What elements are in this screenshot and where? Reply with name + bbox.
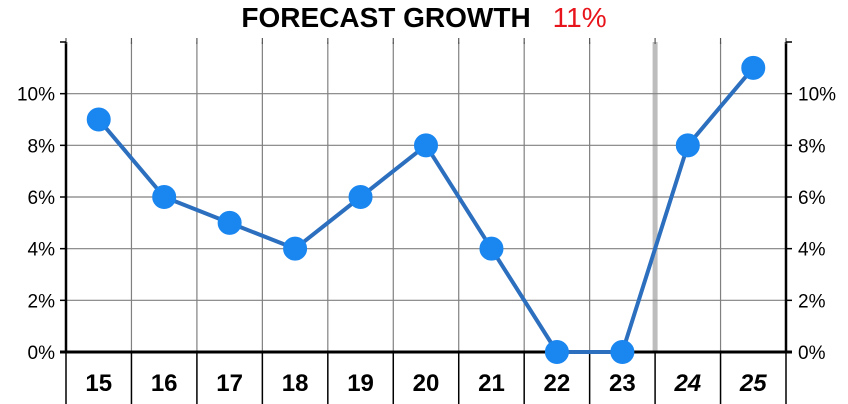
x-tick-label: 25 <box>739 370 767 397</box>
chart-title-value: 11% <box>553 2 607 33</box>
data-point <box>479 236 504 261</box>
y-tick-label-left: 0% <box>28 343 56 364</box>
data-point <box>348 185 373 209</box>
plot-frame <box>60 38 792 404</box>
y-axis-left: 0% 2% 4% 6% 8% 10% <box>17 41 66 364</box>
y-tick-label-right: 10% <box>798 85 836 106</box>
data-point <box>675 133 700 158</box>
data-point <box>610 340 635 364</box>
y-tick-label-right: 8% <box>798 136 826 157</box>
y-tick-label-right: 4% <box>798 240 826 261</box>
y-tick-label-left: 2% <box>28 291 56 312</box>
y-tick-label-left: 4% <box>28 240 56 261</box>
growth-series <box>86 55 766 364</box>
x-tick-label: 16 <box>151 370 178 397</box>
y-tick-label-right: 2% <box>798 291 826 312</box>
y-tick-label-right: 6% <box>798 188 826 209</box>
y-axis-right: 0% 2% 4% 6% 8% 10% <box>786 41 836 364</box>
x-tick-label: 17 <box>216 370 243 397</box>
x-tick-label: 24 <box>673 370 701 397</box>
x-tick-label: 22 <box>544 370 571 397</box>
data-point <box>741 55 766 80</box>
data-point <box>86 107 111 132</box>
data-point <box>414 133 438 158</box>
x-tick-label: 18 <box>282 370 309 397</box>
y-tick-label-left: 6% <box>28 188 56 209</box>
chart-title-text: FORECAST GROWTH <box>241 2 530 33</box>
x-tick-label: 15 <box>85 370 112 397</box>
x-axis: 15 16 17 18 19 20 21 22 23 24 25 <box>85 370 767 397</box>
x-tick-label: 21 <box>478 370 505 397</box>
x-tick-label: 19 <box>347 370 374 397</box>
y-tick-label-right: 0% <box>798 343 826 364</box>
data-point <box>217 210 242 235</box>
data-point <box>544 340 569 364</box>
data-point <box>152 185 177 209</box>
y-tick-label-left: 8% <box>28 136 56 157</box>
x-tick-label: 20 <box>413 370 440 397</box>
data-point <box>283 236 308 261</box>
y-tick-label-left: 10% <box>17 85 55 106</box>
x-tick-label: 23 <box>609 370 636 397</box>
chart-title: FORECAST GROWTH 11% <box>241 2 606 33</box>
